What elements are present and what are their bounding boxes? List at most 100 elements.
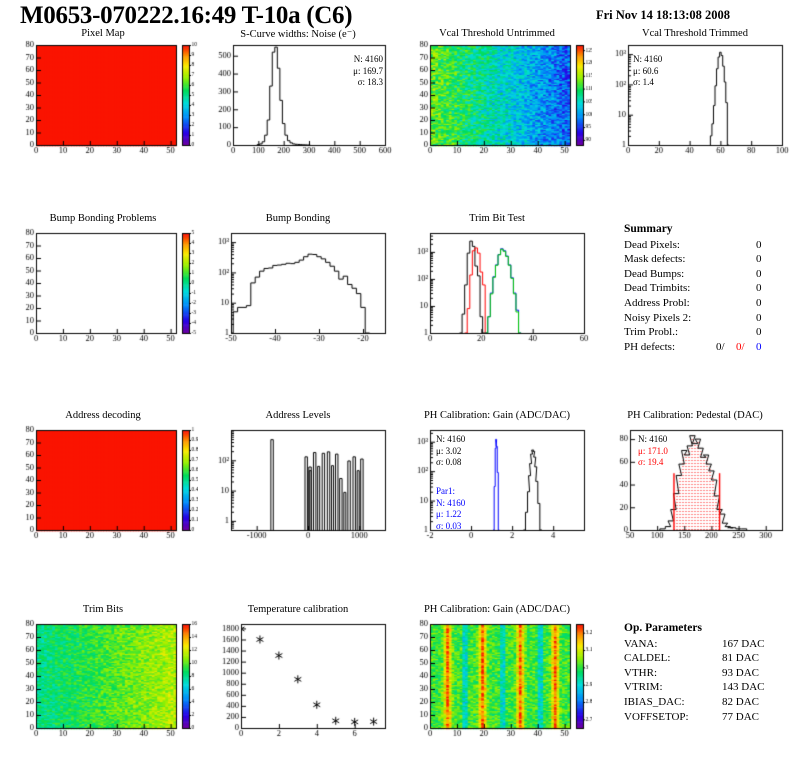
- panel-pixel-map: Pixel Map: [8, 28, 198, 160]
- stat-mu: μ: 60.6: [633, 65, 659, 76]
- ph-defects-value-3: 0: [756, 340, 762, 353]
- ph-gain-map-chart: [402, 604, 592, 744]
- summary-block: Summary Dead Pixels: 0 Mask defects: 0 Dead …: [624, 222, 794, 354]
- stat-n: N: 4160: [436, 434, 466, 444]
- row-label: Mask defects:: [624, 253, 686, 266]
- ph-gain-stats: N: 4160 μ: 3.02 σ: 0.08: [436, 434, 465, 469]
- bump-problems-chart: [8, 213, 198, 348]
- ph-defects-value-2: 0/: [736, 340, 745, 353]
- bump-bonding-chart: [203, 213, 393, 348]
- row-label: VTRIM:: [624, 681, 663, 694]
- summary-row: Dead Pixels: 0: [624, 238, 794, 253]
- stat-mu: μ: 171.0: [638, 445, 668, 456]
- op-parameter-row: VOFFSETOP: 77 DAC: [624, 710, 794, 725]
- row-value: 0: [756, 238, 762, 251]
- row-label: VOFFSETOP:: [624, 710, 689, 723]
- row-label: IBIAS_DAC:: [624, 695, 685, 708]
- trim-bit-test-chart: [402, 213, 592, 348]
- panel-ph-calibration-gain-map: PH Calibration: Gain (ADC/DAC): [402, 604, 592, 744]
- row-label: VTHR:: [624, 666, 657, 679]
- panel-vcal-threshold-untrimmed: Vcal Threshold Untrimmed: [402, 28, 592, 160]
- row-value: 0: [756, 253, 762, 266]
- op-parameter-row: VTRIM: 143 DAC: [624, 680, 794, 695]
- vcal-untrimmed-chart: [402, 28, 592, 160]
- stat-n: N: 4160: [633, 54, 663, 64]
- row-value: 0: [756, 282, 762, 295]
- panel-vcal-threshold-trimmed: Vcal Threshold Trimmed N: 4160 μ: 60.6 σ…: [600, 28, 790, 160]
- summary-row: Trim Probl.: 0: [624, 325, 794, 340]
- panel-trim-bits: Trim Bits: [8, 604, 198, 744]
- summary-row: Noisy Pixels 2: 0: [624, 311, 794, 326]
- row-value: 81 DAC: [722, 652, 759, 665]
- row-value: 0: [756, 267, 762, 280]
- row-label: Address Probl:: [624, 296, 690, 309]
- scurve-stats: N: 4160 μ: 169.7 σ: 18.3: [353, 54, 383, 89]
- summary-rows: Dead Pixels: 0 Mask defects: 0 Dead Bumps: 0 D…: [624, 238, 794, 340]
- panel-bump-bonding-problems: Bump Bonding Problems: [8, 213, 198, 348]
- row-value: 143 DAC: [722, 681, 765, 694]
- row-label: Dead Trimbits:: [624, 282, 691, 295]
- panel-bump-bonding: Bump Bonding: [203, 213, 393, 348]
- stat-sigma: σ: 1.4: [633, 77, 654, 87]
- par1-label: Par1:: [436, 486, 455, 496]
- row-value: 93 DAC: [722, 666, 759, 679]
- ph-gain-par1-stats: Par1: N: 4160 μ: 1.22 σ: 0.03: [436, 486, 465, 532]
- row-value: 0: [756, 296, 762, 309]
- address-decoding-chart: [8, 410, 198, 547]
- scurve-widths-chart: [203, 28, 393, 160]
- row-label: Dead Pixels:: [624, 238, 680, 251]
- op-parameter-row: IBIAS_DAC: 82 DAC: [624, 695, 794, 710]
- op-parameter-row: VTHR: 93 DAC: [624, 666, 794, 681]
- timestamp: Fri Nov 14 18:13:08 2008: [596, 8, 731, 22]
- row-value: 82 DAC: [722, 695, 759, 708]
- row-value: 0: [756, 326, 762, 339]
- summary-row-ph-defects: PH defects: 0/ 0/ 0: [624, 340, 794, 355]
- stat-mu: μ: 169.7: [353, 65, 383, 76]
- op-parameter-row: VANA: 167 DAC: [624, 637, 794, 652]
- panel-scurve-widths: S-Curve widths: Noise (e⁻) N: 4160 μ: 16…: [203, 28, 393, 160]
- stat-n: N: 4160: [353, 54, 383, 64]
- par1-stat-mu: μ: 1.22: [436, 509, 462, 519]
- row-value: 0: [756, 311, 762, 324]
- row-label: Dead Bumps:: [624, 267, 685, 280]
- temperature-chart: [203, 604, 393, 744]
- pixel-map-chart: [8, 28, 198, 160]
- stat-sigma: σ: 0.08: [436, 457, 462, 467]
- op-parameters-rows: VANA: 167 DAC CALDEL: 81 DAC VTHR: 93 DAC VTRI…: [624, 637, 794, 725]
- address-levels-chart: [203, 410, 393, 547]
- panel-address-levels: Address Levels: [203, 410, 393, 547]
- par1-stat-n: N: 4160: [436, 497, 466, 508]
- vcal-trimmed-chart: [600, 28, 790, 160]
- panel-address-decoding: Address decoding: [8, 410, 198, 547]
- op-parameters-heading: Op. Parameters: [624, 622, 702, 634]
- row-label: Noisy Pixels 2:: [624, 311, 692, 324]
- ph-pedestal-chart: [600, 410, 790, 547]
- panel-trim-bit-test: Trim Bit Test: [402, 213, 592, 348]
- stat-mu: μ: 3.02: [436, 445, 462, 456]
- ph-pedestal-stats: N: 4160 μ: 171.0 σ: 19.4: [638, 434, 668, 469]
- ph-gain-chart: [402, 410, 592, 547]
- ph-defects-value-1: 0/: [716, 340, 725, 353]
- vcal-trimmed-stats: N: 4160 μ: 60.6 σ: 1.4: [633, 54, 662, 89]
- ph-defects-label: PH defects:: [624, 340, 676, 353]
- row-label: VANA:: [624, 637, 658, 650]
- par1-stat-sigma: σ: 0.03: [436, 520, 462, 531]
- op-parameter-row: CALDEL: 81 DAC: [624, 651, 794, 666]
- summary-heading: Summary: [624, 223, 673, 235]
- row-label: CALDEL:: [624, 652, 671, 665]
- panel-ph-calibration-gain: PH Calibration: Gain (ADC/DAC) N: 4160 μ…: [402, 410, 592, 547]
- panel-temperature-calibration: Temperature calibration: [203, 604, 393, 744]
- stat-sigma: σ: 18.3: [357, 77, 383, 87]
- page-title: M0653-070222.16:49 T-10a (C6): [20, 2, 353, 29]
- stat-sigma: σ: 19.4: [638, 457, 664, 467]
- summary-row: Address Probl: 0: [624, 296, 794, 311]
- summary-row: Mask defects: 0: [624, 252, 794, 267]
- stat-n: N: 4160: [638, 434, 668, 444]
- summary-row: Dead Bumps: 0: [624, 267, 794, 282]
- row-value: 167 DAC: [722, 637, 765, 650]
- trim-bits-chart: [8, 604, 198, 744]
- row-label: Trim Probl.:: [624, 326, 679, 339]
- row-value: 77 DAC: [722, 710, 759, 723]
- op-parameters-block: Op. Parameters VANA: 167 DAC CALDEL: 81 DAC…: [624, 621, 794, 724]
